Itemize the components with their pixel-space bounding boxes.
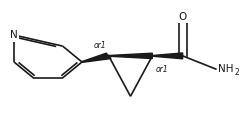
Text: or1: or1 — [156, 65, 169, 75]
Text: NH: NH — [218, 64, 233, 74]
Polygon shape — [152, 53, 183, 59]
Polygon shape — [82, 53, 111, 62]
Text: N: N — [10, 30, 18, 40]
Text: or1: or1 — [94, 41, 106, 50]
Text: O: O — [179, 12, 187, 22]
Text: 2: 2 — [234, 68, 239, 77]
Polygon shape — [109, 53, 152, 59]
